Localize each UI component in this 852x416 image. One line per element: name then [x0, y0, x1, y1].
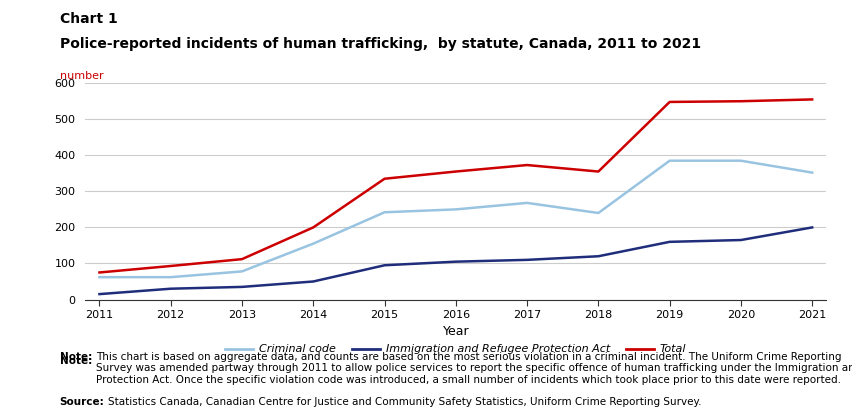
Text: Note:: Note: — [60, 356, 92, 366]
Text: Note:: Note: — [60, 352, 92, 362]
Legend: Criminal code, Immigration and Refugee Protection Act, Total: Criminal code, Immigration and Refugee P… — [221, 340, 691, 359]
Text: Statistics Canada, Canadian Centre for Justice and Community Safety Statistics, : Statistics Canada, Canadian Centre for J… — [108, 397, 702, 407]
Text: Source:: Source: — [60, 397, 105, 407]
X-axis label: Year: Year — [442, 325, 469, 339]
Text: This chart is based on aggregate data, and counts are based on the most serious : This chart is based on aggregate data, a… — [96, 352, 852, 396]
Text: Chart 1: Chart 1 — [60, 12, 118, 27]
Text: Police-reported incidents of human trafficking,  by statute, Canada, 2011 to 202: Police-reported incidents of human traff… — [60, 37, 700, 52]
Text: number: number — [60, 71, 103, 81]
